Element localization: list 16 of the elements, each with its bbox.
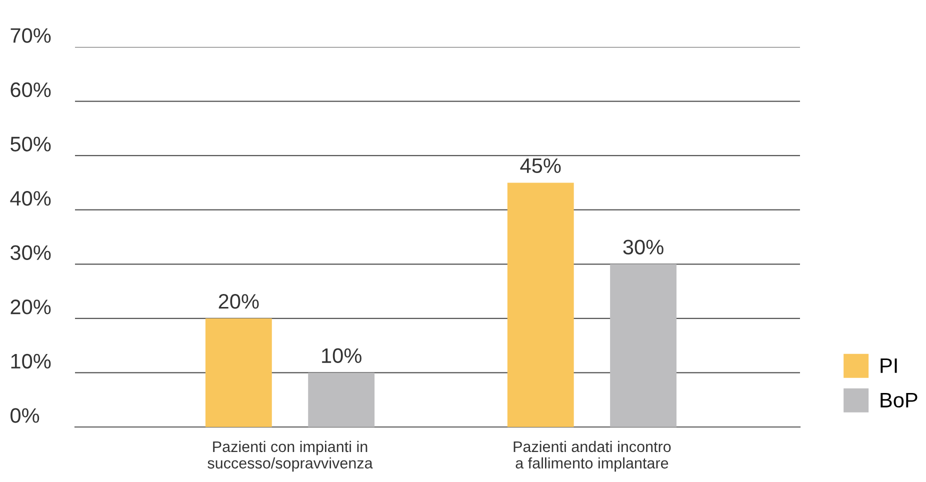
y-tick-label: 60% bbox=[10, 82, 51, 98]
y-tick-label: 40% bbox=[10, 190, 51, 206]
legend-label: BoP bbox=[880, 392, 918, 408]
y-tick-label: 0% bbox=[10, 408, 40, 423]
y-tick-label: 70% bbox=[10, 28, 51, 43]
text: 20% bbox=[218, 294, 259, 309]
text: 30% bbox=[623, 240, 664, 254]
y-tick-label: 50% bbox=[10, 136, 51, 152]
y-tick-label: 30% bbox=[10, 245, 51, 260]
x-tick-label: Pazienti andati incontro a fallimento implantare bbox=[514, 440, 671, 472]
y-tick-label: 20% bbox=[10, 300, 51, 314]
legend-label: PI bbox=[880, 358, 897, 373]
y-tick-label: 10% bbox=[11, 354, 51, 369]
x-tick-label: Pazienti con impianti in successo/sopravvivenza bbox=[208, 440, 373, 472]
text: 10% bbox=[322, 348, 362, 364]
text: 45% bbox=[520, 158, 561, 174]
